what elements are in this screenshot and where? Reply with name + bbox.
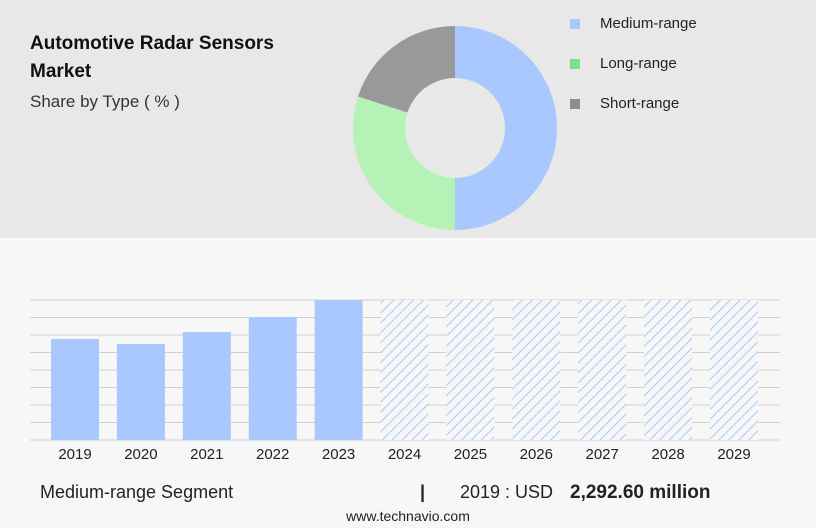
forecast-bar bbox=[380, 300, 429, 440]
legend-label: Short-range bbox=[600, 95, 679, 112]
x-tick-label: 2020 bbox=[124, 446, 157, 463]
legend-swatch bbox=[570, 99, 580, 109]
forecast-bar bbox=[512, 300, 561, 440]
x-tick-label: 2024 bbox=[388, 446, 421, 463]
chart-title: Automotive Radar Sensors Market bbox=[30, 33, 274, 82]
legend-swatch bbox=[570, 19, 580, 29]
bar bbox=[248, 317, 297, 440]
legend-label: Long-range bbox=[600, 55, 677, 72]
separator: | bbox=[420, 482, 426, 502]
bar bbox=[314, 300, 363, 440]
legend-swatch bbox=[570, 59, 580, 69]
forecast-bar bbox=[578, 300, 627, 440]
x-tick-label: 2022 bbox=[256, 446, 289, 463]
x-tick-label: 2026 bbox=[520, 446, 553, 463]
segment-value: 2,292.60 million bbox=[570, 482, 711, 503]
source: www.technavio.com bbox=[346, 508, 470, 524]
donut-slice bbox=[357, 26, 455, 113]
year-label: 2019 : USD bbox=[460, 482, 554, 502]
x-tick-label: 2021 bbox=[190, 446, 223, 463]
x-tick-label: 2023 bbox=[322, 446, 355, 463]
bar bbox=[51, 339, 99, 440]
segment-label: Medium-range Segment bbox=[40, 482, 234, 502]
x-tick-label: 2025 bbox=[454, 446, 487, 463]
donut-slice bbox=[455, 26, 557, 230]
x-tick-label: 2027 bbox=[586, 446, 619, 463]
bar bbox=[116, 343, 165, 440]
x-tick-label: 2029 bbox=[717, 446, 750, 463]
donut-slice bbox=[353, 96, 455, 230]
chart-subtitle: Share by Type ( % ) bbox=[30, 92, 180, 111]
forecast-bar bbox=[710, 300, 758, 440]
forecast-bar bbox=[644, 300, 693, 440]
x-tick-label: 2019 bbox=[58, 446, 91, 463]
forecast-bar bbox=[446, 300, 495, 440]
legend-label: Medium-range bbox=[600, 15, 697, 32]
bar bbox=[182, 332, 231, 440]
x-tick-label: 2028 bbox=[651, 446, 684, 463]
